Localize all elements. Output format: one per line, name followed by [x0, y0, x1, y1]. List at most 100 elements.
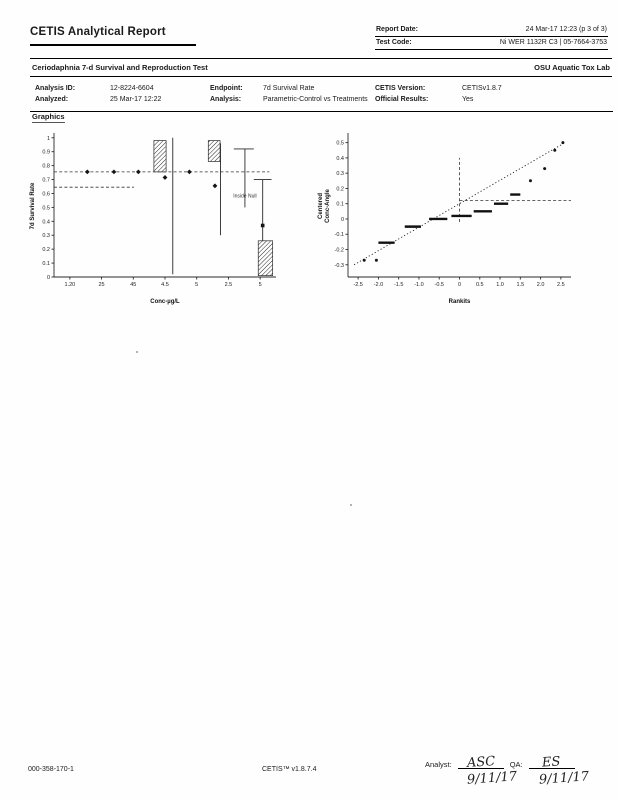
report-meta: Report Date: 24 Mar-17 12:23 (p 3 of 3) … — [375, 24, 608, 50]
analyzed-label: Analyzed: — [35, 96, 69, 103]
diamond-point — [187, 169, 192, 175]
square-point — [260, 223, 265, 228]
y-tick-label: 0.3 — [42, 233, 50, 239]
app-version: CETIS™ v1.8.7.4 — [262, 766, 317, 773]
analyst-initials: ASC — [466, 754, 496, 771]
y-tick-label: 0.2 — [42, 247, 50, 253]
x-tick-label: 4.5 — [161, 282, 169, 288]
x-axis-label: Conc-µg/L — [150, 299, 180, 305]
dot-point — [543, 167, 547, 171]
diamond-point — [84, 169, 90, 175]
x-tick-label: 5 — [259, 282, 262, 288]
analyst-date: 9/11/17 — [466, 769, 518, 788]
analyst-label: Analyst: — [425, 760, 452, 769]
graphics-section-label: Graphics — [32, 112, 65, 123]
x-tick-label: -2.5 — [353, 282, 362, 288]
qa-signature-line: ES — [528, 754, 575, 771]
y-tick-label: 0.9 — [42, 150, 50, 156]
x-tick-label: 1.5 — [516, 282, 524, 288]
analysis-value: Parametric-Control vs Treatments — [263, 96, 368, 103]
y-tick-label: 1 — [47, 136, 50, 142]
dot-point — [362, 258, 366, 262]
x-tick-label: -0.5 — [434, 282, 443, 288]
rankits-chart-plot-area: 0.5 0.4 0.3 0.2 0.1 0 -0.1 -0.2 -0.3 -2.5 -2.0 -1.5… — [335, 133, 571, 288]
analysis-id-label: Analysis ID: — [35, 85, 76, 92]
endpoint-label: Endpoint: — [210, 85, 243, 92]
hatched-box — [207, 140, 221, 162]
x-tick-label: 0.5 — [476, 282, 484, 288]
test-code-row: Test Code: Ni WER 1132R C3 | 05-7664-375… — [375, 37, 608, 50]
diamond-point — [135, 169, 141, 175]
y-tick-label: -0.2 — [335, 248, 344, 254]
dot-point — [528, 179, 532, 183]
y-axis-label: Conc-Angle — [325, 189, 331, 223]
analysis-info-row: Analysis ID: 12-8224-6604 Endpoint: 7d S… — [35, 83, 613, 94]
analysis-info-table: Analysis ID: 12-8224-6604 Endpoint: 7d S… — [30, 81, 613, 112]
y-tick-label: -0.3 — [335, 263, 344, 269]
y-tick-label: 0.7 — [42, 178, 50, 184]
qa-label: QA: — [509, 760, 523, 769]
report-title: CETIS Analytical Report — [30, 26, 196, 46]
lab-name: OSU Aquatic Tox Lab — [534, 63, 610, 72]
y-tick-label: 0.3 — [336, 171, 344, 177]
x-tick-label: 1.20 — [64, 282, 75, 288]
x-tick-label: -2.0 — [374, 282, 383, 288]
y-tick-label: 0.1 — [42, 261, 50, 267]
y-tick-label: 0.5 — [42, 205, 50, 211]
qa-initials: ES — [541, 754, 562, 771]
rankits-normal-plot: 0.5 0.4 0.3 0.2 0.1 0 -0.1 -0.2 -0.3 -2.5 -2.0 -1.5… — [318, 133, 571, 305]
analysis-label: Analysis: — [210, 96, 242, 103]
diamond-point — [162, 175, 168, 180]
report-date-value: 24 Mar-17 12:23 (p 3 of 3) — [525, 26, 607, 33]
y-tick-label: 0.5 — [336, 141, 344, 147]
report-date-row: Report Date: 24 Mar-17 12:23 (p 3 of 3) — [375, 24, 608, 37]
x-tick-label: 2.0 — [537, 282, 545, 288]
x-tick-label: 0 — [458, 282, 461, 288]
y-axis-label: Centered — [318, 193, 324, 219]
chart-annotation: Inside Null — [233, 194, 256, 200]
test-code-label: Test Code: — [376, 39, 412, 46]
y-tick-label: 0.1 — [336, 202, 344, 208]
y-tick-label: 0.4 — [42, 219, 50, 225]
y-tick-label: 0 — [47, 275, 50, 281]
scan-speck — [350, 504, 352, 506]
endpoint-value: 7d Survival Rate — [263, 85, 315, 92]
cetis-version-value: CETISv1.8.7 — [462, 85, 502, 92]
x-tick-label: 1.0 — [496, 282, 504, 288]
y-tick-label: 0.4 — [336, 156, 344, 162]
report-date-label: Report Date: — [376, 26, 419, 33]
analysis-info-row: Analyzed: 25 Mar-17 12:22 Analysis: Para… — [35, 94, 613, 105]
signature-block: Analyst: ASC QA: ES 9/11/17 9/11/17 — [425, 754, 590, 788]
cetis-version-label: CETIS Version: — [375, 85, 426, 92]
test-title-band: Ceriodaphnia 7-d Survival and Reproducti… — [30, 58, 612, 77]
x-tick-label: -1.0 — [414, 282, 423, 288]
document-code: 000-358-170-1 — [28, 766, 74, 773]
dot-point — [553, 148, 557, 152]
x-tick-label: 5 — [195, 282, 198, 288]
y-tick-label: 0.8 — [42, 164, 50, 170]
hatched-box — [153, 140, 167, 173]
y-axis-label: 7d Survival Rate — [30, 182, 36, 229]
official-results-label: Official Results: — [375, 96, 429, 103]
signature-dates: 9/11/17 9/11/17 — [466, 769, 590, 788]
y-tick-label: 0 — [341, 217, 344, 223]
x-tick-label: 45 — [130, 282, 136, 288]
analyzed-value: 25 Mar-17 12:22 — [110, 96, 162, 103]
analyst-signature-line: ASC — [457, 754, 504, 771]
hatched-box — [257, 240, 274, 276]
y-tick-label: -0.1 — [335, 232, 344, 238]
y-tick-label: 0.2 — [336, 186, 344, 192]
x-axis-label: Rankits — [449, 299, 471, 305]
survival-chart-plot-area: 0 0.1 0.2 0.3 0.4 0.5 0.6 0.7 0.8 0.9 1 1.20 25 45 4.5… — [42, 133, 276, 288]
x-tick-label: 2.5 — [225, 282, 233, 288]
qa-date: 9/11/17 — [538, 769, 590, 788]
survival-rate-chart: 0 0.1 0.2 0.3 0.4 0.5 0.6 0.7 0.8 0.9 1 1.20 25 45 4.5… — [30, 133, 276, 305]
dot-point — [374, 258, 378, 262]
x-tick-label: 2.5 — [557, 282, 565, 288]
dot-point — [561, 141, 565, 145]
diamond-point — [212, 183, 218, 189]
test-name: Ceriodaphnia 7-d Survival and Reproducti… — [32, 63, 208, 72]
signature-row: Analyst: ASC QA: ES — [425, 754, 589, 771]
diamond-point — [111, 169, 117, 175]
